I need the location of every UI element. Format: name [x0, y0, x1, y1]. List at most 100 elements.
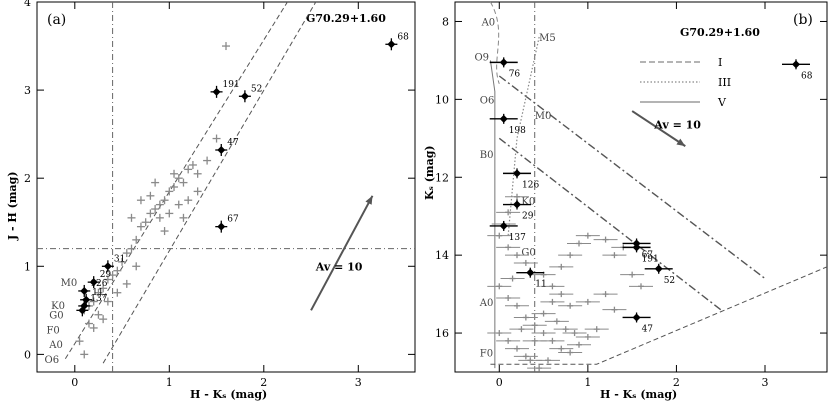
panel-b-reddening-vector: Av = 10: [631, 110, 701, 147]
panel-b-black-point: [632, 243, 641, 252]
panel-a-point-label: 52: [251, 84, 262, 94]
panel-a: (a) G70.29+1.60 H - Kₛ (mag) J - H (mag)…: [6, 0, 416, 401]
panel-a-point-label: 67: [227, 215, 239, 225]
panel-b-point-label: 126: [522, 180, 539, 190]
panel-b-black-point: [632, 313, 641, 322]
panel-a-point-label: 31: [114, 254, 125, 264]
panel-b-reference-lines: [489, 1, 828, 372]
panel-a-ytick-label: 0: [24, 348, 31, 361]
panel-a-black-point: [80, 286, 89, 295]
panel-b-ytick-label: 14: [435, 249, 449, 262]
panel-b-legend-label: V: [717, 96, 727, 109]
panel-b-reddening-band-line: [498, 75, 766, 280]
panel-b: (b) G70.29+1.60 H - Kₛ (mag) Kₛ (mag) 0 1…: [423, 1, 828, 401]
panel-a-point-label: 68: [397, 32, 409, 42]
panel-a-black-point: [217, 146, 226, 154]
panel-b-black-point: [513, 200, 521, 209]
panel-b-ytick-label: 12: [435, 171, 449, 184]
panel-b-xtick-label: 2: [673, 376, 680, 389]
panel-b-point-label: 198: [509, 126, 526, 136]
panel-a-xlabel: H - Kₛ (mag): [190, 388, 267, 401]
panel-b-label: (b): [793, 12, 813, 28]
panel-b-spectral-label: M5: [539, 33, 556, 44]
panel-b-xtick-label: 0: [496, 376, 503, 389]
panel-b-black-point: [792, 60, 800, 69]
panel-b-ylabel: Kₛ (mag): [423, 145, 436, 200]
panel-a-ytick-label: 1: [24, 260, 31, 273]
panel-b-spectral-label: A0: [481, 17, 496, 28]
panel-a-black-point: [78, 306, 87, 315]
panel-b-xtick-label: 3: [762, 376, 769, 389]
panel-a-black-point: [240, 92, 249, 101]
panel-a-locus-label: K0: [51, 301, 65, 312]
panel-a-point-label: 137: [90, 294, 107, 304]
panel-a-black-point: [217, 222, 226, 231]
panel-b-spectral-label: A0: [479, 298, 494, 309]
panel-a-reddening-label: Av = 10: [315, 261, 363, 274]
panel-a-reference-lines: [37, 1, 415, 372]
panel-a-point-label: 47: [227, 138, 239, 148]
panel-b-black-point: [526, 268, 535, 277]
panel-a-grey-points: [75, 42, 230, 359]
panel-a-frame: [36, 1, 416, 373]
panel-b-point-label: 29: [522, 212, 534, 222]
panel-b-spectral-label: M0: [535, 111, 552, 122]
panel-b-point-label: 47: [642, 324, 654, 334]
panel-b-reddening-band-line: [498, 137, 722, 311]
panel-b-point-label: 11: [535, 280, 546, 290]
panel-a-point-label: 126: [90, 279, 107, 289]
panel-b-point-label: 67: [642, 250, 654, 260]
panel-a-xtick-label: 1: [166, 376, 173, 389]
panel-b-spectral-label: G0: [521, 247, 535, 258]
panel-a-point-label: 191: [223, 80, 240, 90]
panel-b-xtick-label: 1: [584, 376, 591, 389]
panel-b-grey-points: [487, 193, 653, 372]
panel-a-reddening-arrow: [310, 195, 374, 311]
panel-b-frame: [454, 1, 828, 373]
panel-b-track-iii: [507, 36, 540, 236]
panel-b-black-point: [513, 169, 521, 178]
panel-b-track-i: [489, 1, 500, 84]
panel-b-point-label: 68: [801, 71, 813, 81]
panel-a-black-point: [89, 278, 98, 287]
panel-b-spectral-label: K0: [521, 197, 535, 208]
panel-b-legend-label: I: [718, 56, 722, 69]
panel-a-reddening-band-line: [102, 1, 317, 364]
panel-a-ytick-label: 4: [24, 0, 31, 9]
panel-b-spectral-label: O9: [474, 53, 489, 64]
panel-a-reddening-arrow-head: [365, 195, 373, 205]
panel-a-black-point: [387, 40, 396, 49]
panel-b-point-label: 52: [664, 276, 675, 286]
panel-a-ytick-label: 2: [24, 172, 31, 185]
panel-a-ticks: 0 1 2 3 0 1 2 3 4: [24, 0, 415, 389]
panel-a-black-point: [212, 87, 221, 96]
panel-b-title: G70.29+1.60: [680, 26, 760, 39]
panel-b-reddening-arrow-head: [676, 138, 686, 147]
panel-a-title: G70.29+1.60: [306, 12, 386, 25]
panel-b-spectral-label: B0: [480, 150, 494, 161]
panel-a-xtick-label: 0: [71, 376, 78, 389]
panel-a-label: (a): [47, 12, 66, 28]
panel-a-reddening-band-line: [64, 1, 288, 360]
panel-b-spectral-label: O6: [480, 95, 495, 106]
panel-b-black-point: [499, 114, 508, 123]
panel-b-black-point: [654, 264, 663, 273]
panel-a-point-label: 11: [92, 288, 103, 298]
panel-a-locus-label: F0: [46, 326, 59, 337]
panel-a-black-point: [103, 262, 112, 271]
panel-b-completeness-line: [490, 266, 828, 365]
panel-a-xtick-label: 2: [260, 376, 267, 389]
panel-a-reddening-vector: Av = 10: [310, 195, 374, 311]
panel-b-point-label: 137: [509, 233, 526, 243]
panel-a-locus-label: G0: [49, 311, 63, 322]
panel-b-black-point: [499, 221, 508, 230]
panel-b-ytick-label: 8: [442, 15, 449, 28]
panel-b-point-label: 76: [509, 69, 521, 79]
panel-b-ytick-label: 10: [435, 93, 449, 106]
panel-a-ytick-label: 3: [24, 84, 31, 97]
